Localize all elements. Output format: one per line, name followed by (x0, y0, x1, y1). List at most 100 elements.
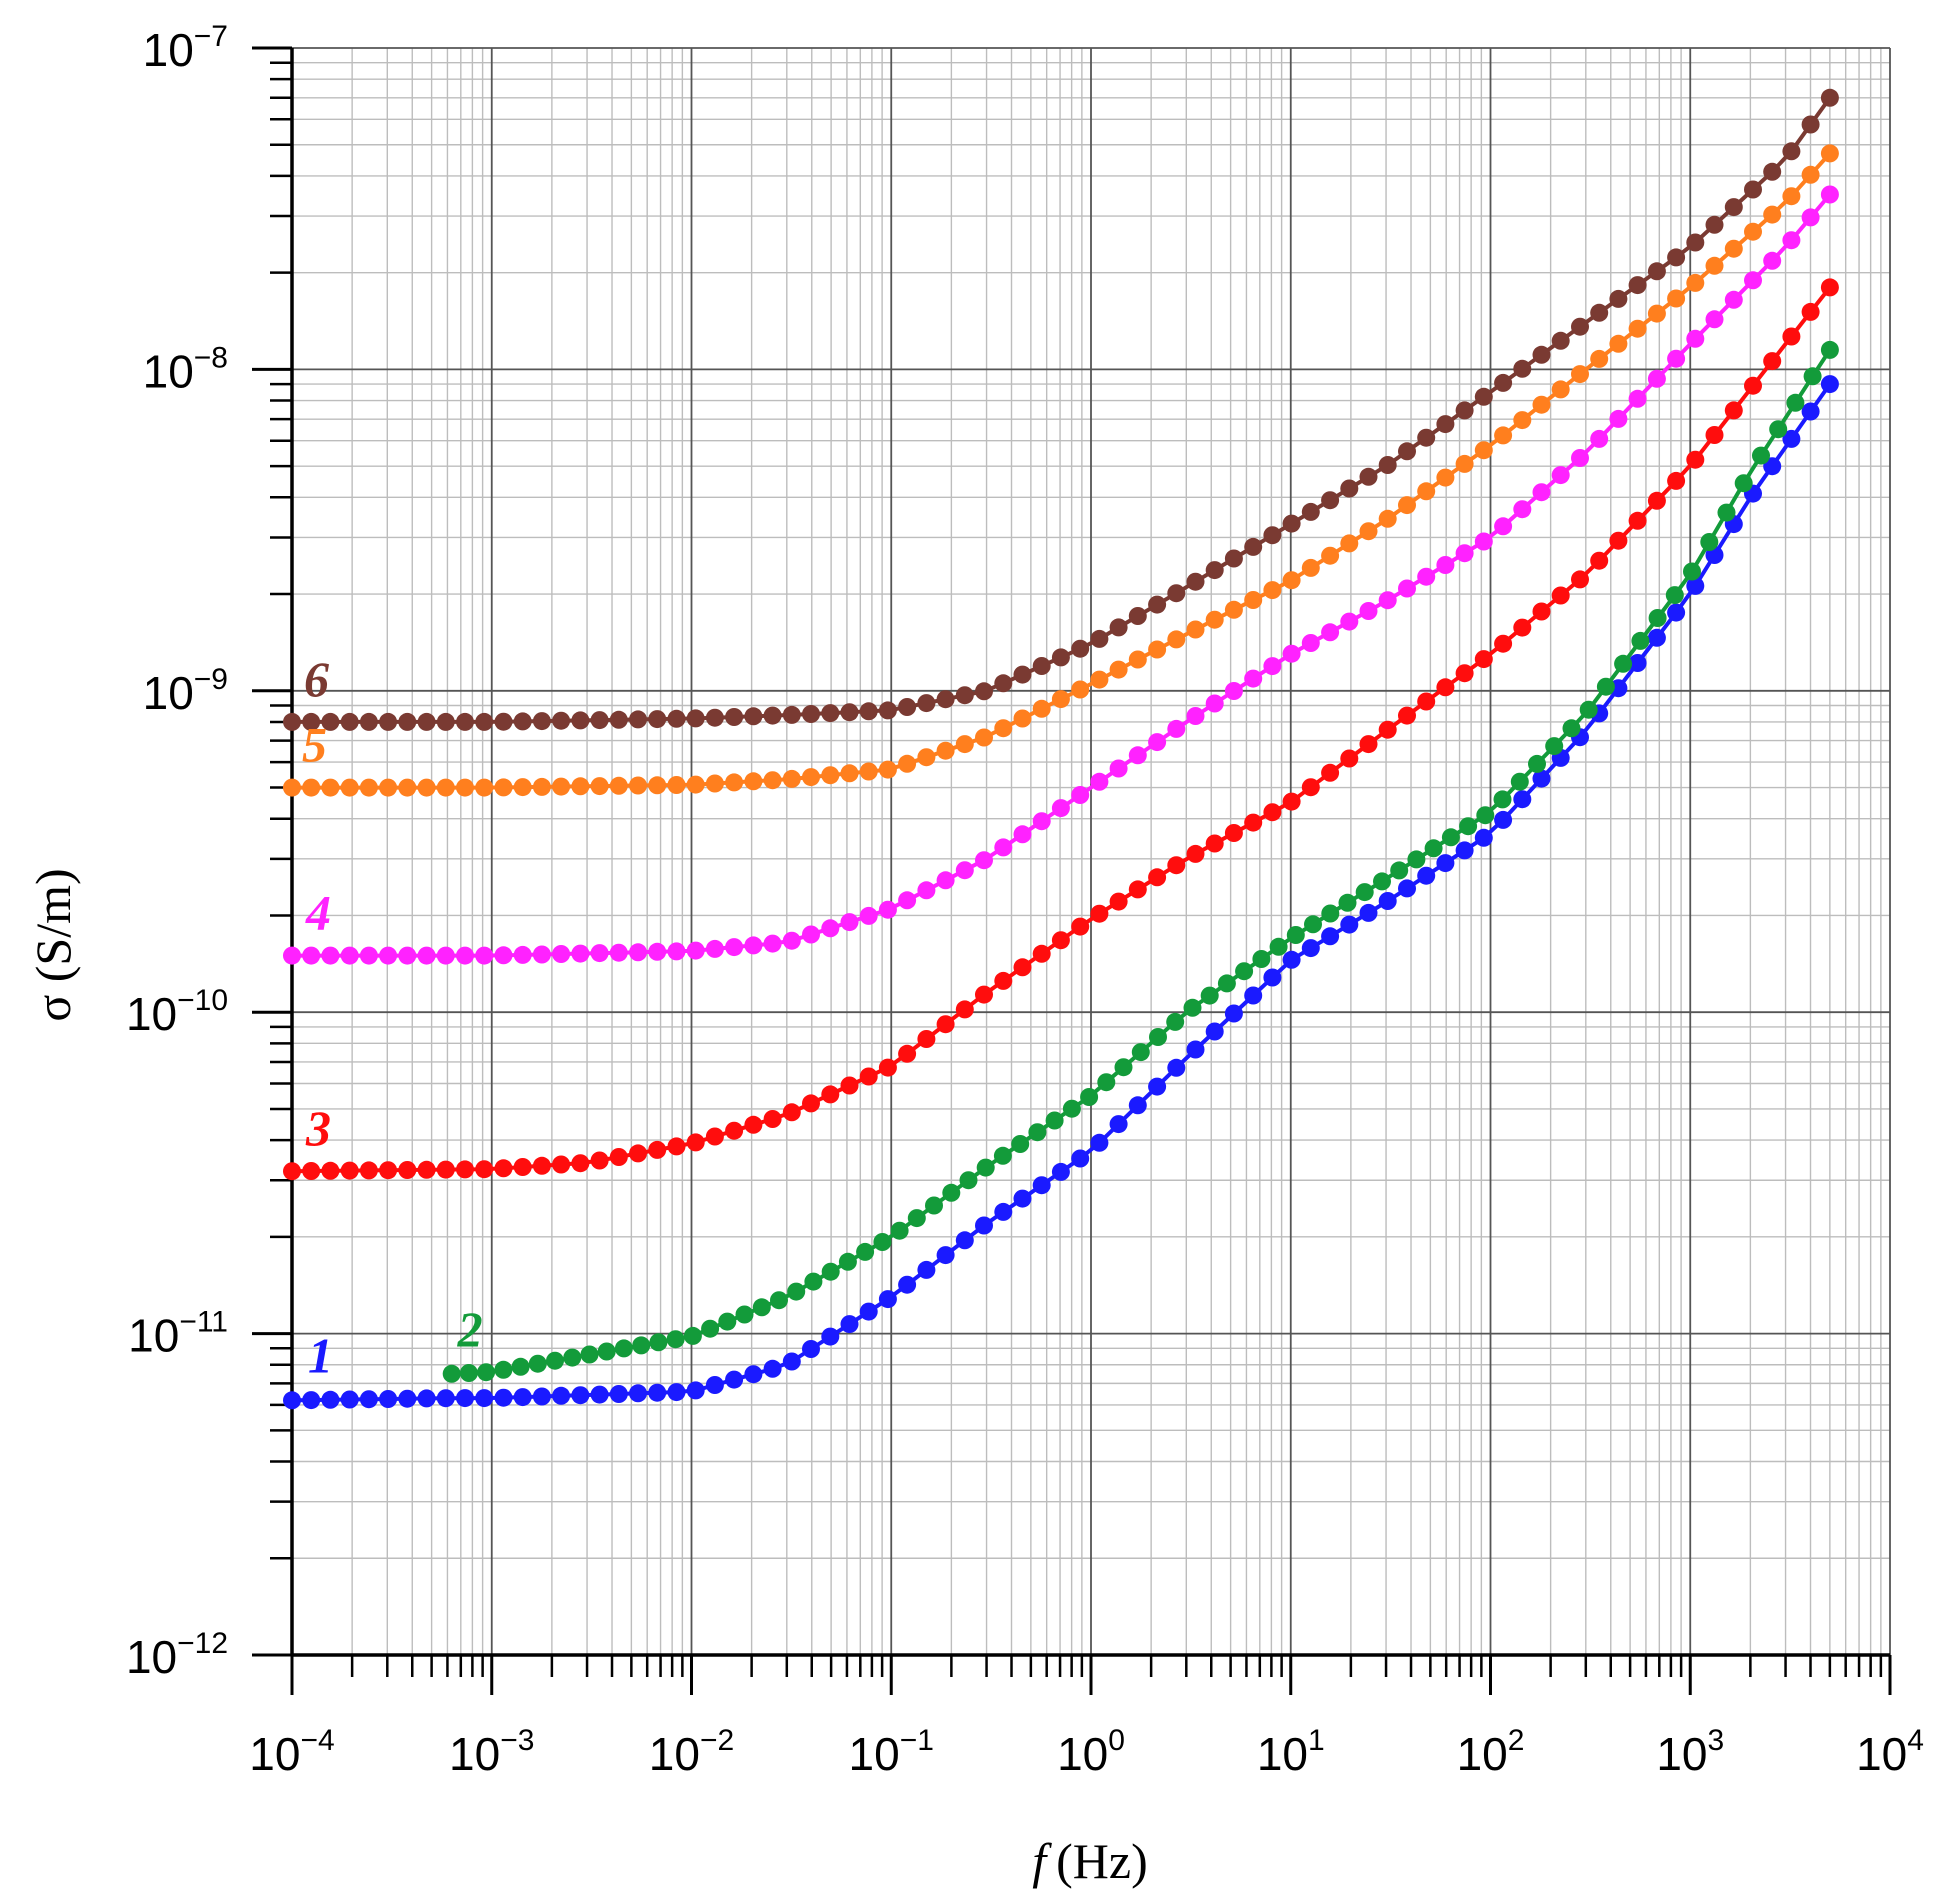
x-tick-label: 10−2 (649, 1724, 734, 1780)
series-1-point (1647, 628, 1666, 647)
series-1 (283, 375, 1839, 1410)
y-tick-label: 10−11 (128, 1306, 228, 1362)
series-4-point (1782, 231, 1801, 250)
series-6-point (1205, 561, 1224, 580)
series-6-point (648, 710, 667, 729)
series-4-point (379, 946, 398, 965)
series-2-point (1131, 1043, 1150, 1062)
series-6-line (292, 96, 1832, 724)
x-tick-label-base: 10 (1057, 1728, 1108, 1780)
series-2-point (770, 1291, 788, 1310)
series-4-point (686, 941, 705, 960)
series-5-point (1744, 222, 1762, 241)
series-6-point (1109, 618, 1128, 637)
series-6-point (667, 709, 686, 728)
series-1-point (1071, 1149, 1090, 1168)
series-4-point (955, 861, 974, 880)
series-6-point (283, 712, 301, 731)
x-tick-label-exponent: −3 (500, 1724, 534, 1757)
series-6-point (1590, 303, 1609, 322)
series-6-point (1744, 180, 1762, 199)
series-4-point (1128, 746, 1147, 765)
series-2-point (1114, 1058, 1133, 1077)
series-4-point (513, 945, 532, 964)
series-4-point (1244, 669, 1263, 688)
series-6-point (1417, 428, 1436, 447)
series-6-point (494, 712, 513, 731)
series-6-point (340, 712, 359, 731)
series-6-point (475, 712, 494, 731)
series-4-point (321, 946, 340, 965)
series-5-point (609, 776, 628, 795)
y-tick-label-exponent: −7 (194, 20, 228, 53)
series-5-point (283, 778, 301, 797)
y-tick-label-base: 10 (143, 667, 194, 719)
series-1-point (1667, 603, 1686, 622)
series-2-point (1390, 861, 1409, 880)
series-5-point (1474, 441, 1493, 460)
series-1-point (475, 1389, 494, 1408)
series-3-point (417, 1160, 436, 1179)
series-3-point (1378, 720, 1397, 739)
series-4-point (1321, 623, 1340, 642)
series-5-point (1724, 239, 1743, 258)
series-3-point (1417, 692, 1436, 711)
series-5-point (686, 775, 705, 794)
series-1-point (763, 1359, 782, 1378)
y-tick-label: 10−12 (126, 1627, 228, 1683)
series-5-point (359, 778, 378, 797)
series-2-point (1407, 850, 1426, 869)
series-2-point (976, 1158, 995, 1177)
series-5-point (1205, 610, 1224, 629)
series-1-point (552, 1386, 571, 1405)
series-5-point (436, 778, 455, 797)
x-axis-label: f (Hz) (1032, 1833, 1148, 1889)
series-2-point (1752, 446, 1770, 465)
y-tick-label-base: 10 (126, 988, 177, 1040)
series-4-point (648, 942, 667, 961)
series-1-point (802, 1340, 820, 1358)
series-5-point (1128, 650, 1147, 669)
y-tick-label-exponent: −10 (177, 984, 228, 1017)
series-4-point (936, 871, 955, 890)
series-5-point (859, 762, 878, 781)
series-2-point (1528, 754, 1546, 773)
y-tick-label: 10−10 (126, 984, 228, 1040)
series-1-point (1148, 1077, 1167, 1096)
series-2-point (1648, 609, 1667, 627)
series-1-point (1820, 375, 1839, 394)
series-6-point (898, 698, 917, 716)
series-3-point (1724, 401, 1743, 420)
series-6-point (1148, 595, 1167, 614)
series-3-point (629, 1144, 647, 1163)
series-1-point (1090, 1133, 1109, 1152)
series-5-point (1551, 380, 1570, 399)
series-2-point (494, 1360, 513, 1379)
series-1-point (782, 1352, 801, 1371)
series-3-point (667, 1137, 686, 1156)
series-6-point (1186, 572, 1205, 591)
series-3-point (1782, 327, 1801, 346)
series-4-point (302, 946, 321, 965)
x-tick-label-exponent: 1 (1308, 1724, 1325, 1757)
series-3-point (513, 1158, 532, 1176)
series-4-point (1148, 733, 1167, 752)
series-4-point (782, 931, 801, 950)
series-2-point (528, 1354, 547, 1373)
series-5-point (1801, 165, 1820, 184)
series-6-point (936, 690, 955, 709)
series-3-point (1205, 834, 1224, 853)
series-1-point (436, 1389, 455, 1408)
series-2-point (666, 1330, 685, 1349)
series-2-point (1562, 719, 1581, 738)
series-5-point (513, 778, 532, 797)
series-3-point (898, 1044, 917, 1063)
series-5-point (1340, 534, 1359, 553)
series-4-point (1763, 251, 1782, 270)
series-3-point (994, 971, 1013, 990)
series-2-point (632, 1336, 651, 1355)
x-tick-label-base: 10 (1856, 1728, 1907, 1780)
series-4-point (1801, 208, 1820, 227)
series-6-point (1571, 317, 1589, 336)
series-2-point (1338, 893, 1357, 912)
